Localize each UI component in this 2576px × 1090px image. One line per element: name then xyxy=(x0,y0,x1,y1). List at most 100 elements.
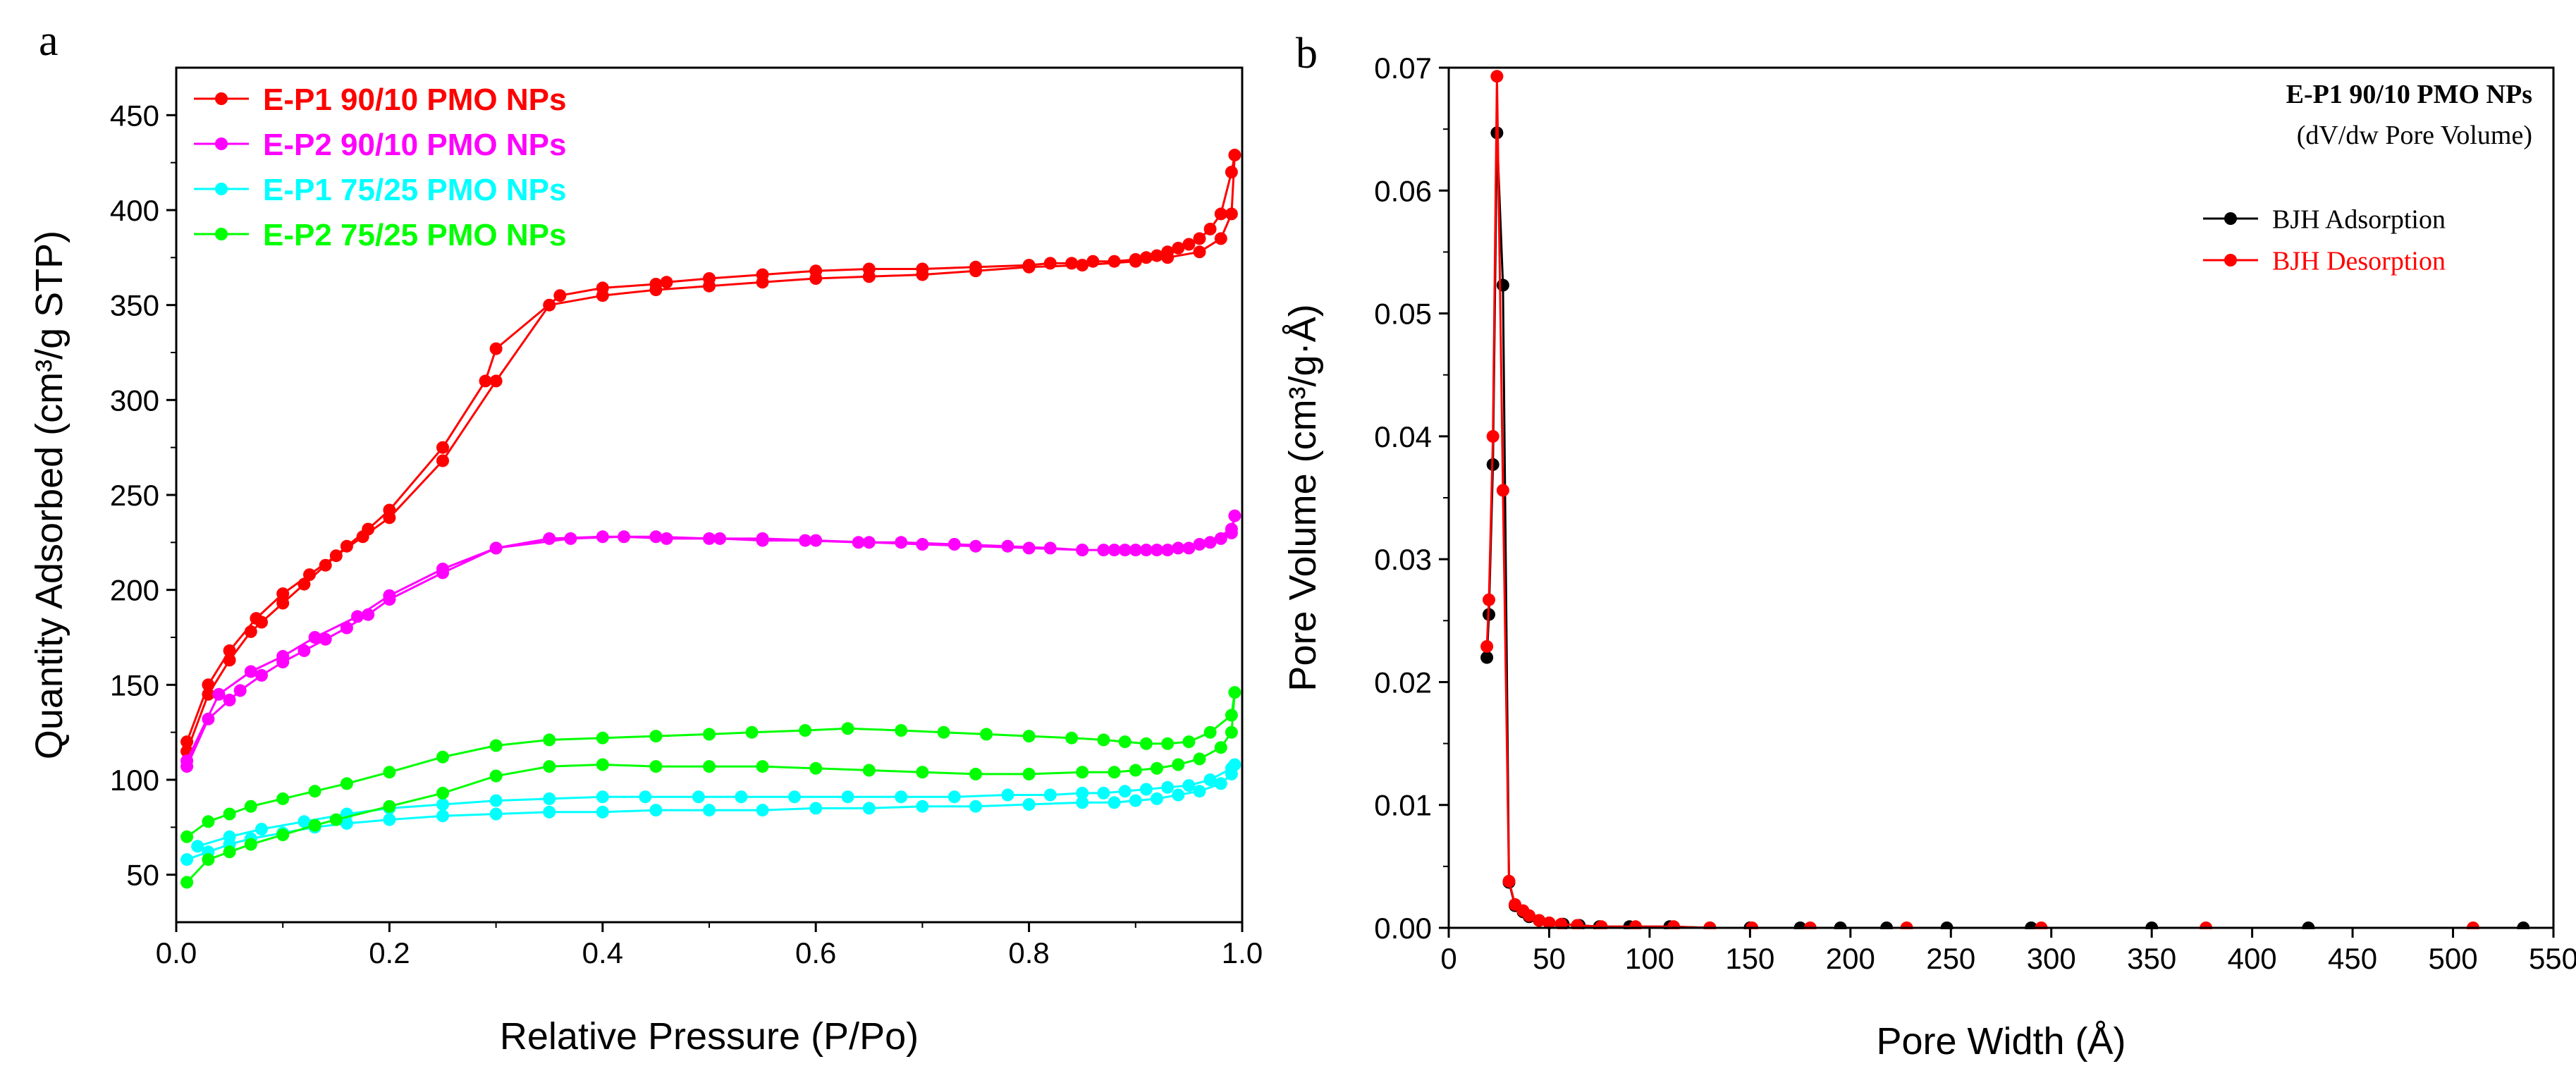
panel-a-data-point xyxy=(436,786,449,800)
legend-marker xyxy=(215,137,228,150)
panel-a-data-point xyxy=(1151,761,1163,775)
panel-a-data-point xyxy=(1151,792,1163,805)
panel-a-data-point xyxy=(276,828,290,842)
panel-a-data-point xyxy=(1076,786,1089,800)
panel-a-data-point xyxy=(947,538,961,551)
panel-a-data-point xyxy=(649,530,663,544)
panel-a-data-point xyxy=(649,804,663,817)
panel-b-data-point xyxy=(1486,429,1499,443)
panel-a-data-point xyxy=(543,298,556,312)
panel-b-x-tick-label: 150 xyxy=(1725,942,1774,975)
panel-a-data-point xyxy=(223,644,236,657)
panel-a-data-point xyxy=(1022,730,1036,743)
panel-a-data-point xyxy=(937,725,950,739)
panel-a-data-point xyxy=(1097,786,1110,800)
panel-a-data-point xyxy=(809,264,823,278)
panel-a-label: a xyxy=(39,17,59,65)
panel-a-data-point xyxy=(1228,686,1241,699)
panel-b-x-axis-label: Pore Width (Å) xyxy=(1876,1020,2126,1063)
panel-b-x-tick-label: 200 xyxy=(1826,942,1875,975)
panel-a-data-point xyxy=(564,532,577,545)
legend-label: E-P2 75/25 PMO NPs xyxy=(263,218,566,252)
panel-a-data-point xyxy=(1001,788,1014,802)
panel-a-y-tick-label: 450 xyxy=(110,99,159,132)
panel-a-data-point xyxy=(618,530,630,544)
panel-a-data-point xyxy=(1225,761,1238,775)
panel-a-data-point xyxy=(596,758,609,771)
panel-a-series-3 xyxy=(180,686,1241,889)
panel-a-data-point xyxy=(436,441,449,454)
panel-b-x-tick-label: 100 xyxy=(1625,942,1674,975)
panel-a-series-2 xyxy=(180,758,1241,867)
panel-b-x-tick-label: 50 xyxy=(1533,942,1566,975)
panel-a-data-point xyxy=(1151,249,1163,262)
panel-a-data-point xyxy=(489,374,503,388)
panel-a-data-point xyxy=(1086,255,1100,268)
panel-a-data-point xyxy=(703,532,716,545)
panel-a-data-point xyxy=(362,522,375,536)
panel-b-data-point xyxy=(1542,917,1556,929)
panel-a-data-point xyxy=(841,722,854,735)
panel-a-y-tick-label: 400 xyxy=(110,194,159,227)
panel-a-data-point xyxy=(1193,538,1206,551)
panel-a-data-point xyxy=(1129,253,1142,266)
panel-b-x-tick-label: 500 xyxy=(2429,942,2478,975)
panel-a-data-point xyxy=(223,693,236,706)
legend-label: BJH Desorption xyxy=(2272,247,2446,276)
panel-a-data-point xyxy=(298,815,311,828)
panel-a-data-point xyxy=(244,800,257,813)
panel-a-data-point xyxy=(202,678,215,692)
panel-b-data-point xyxy=(1571,919,1584,929)
panel-a-data-point xyxy=(308,785,321,798)
panel-a-data-point xyxy=(383,589,396,602)
panel-a-data-point xyxy=(244,625,257,638)
panel-a-data-point xyxy=(756,268,769,281)
panel-a-data-point xyxy=(1225,207,1238,221)
panel-a-data-point xyxy=(895,790,908,804)
panel-a-y-tick-label: 150 xyxy=(110,668,159,702)
panel-a-data-point xyxy=(1182,735,1196,749)
panel-b-data-point xyxy=(1502,874,1516,888)
panel-a-data-point xyxy=(1193,785,1206,798)
panel-a-data-point xyxy=(1182,238,1196,251)
panel-a-data-point xyxy=(308,819,321,832)
panel-a-data-point xyxy=(1214,232,1227,245)
panel-a-data-point xyxy=(276,649,290,663)
panel-a-data-point xyxy=(276,596,290,610)
panel-a-data-point xyxy=(1225,709,1238,722)
panel-a-data-point xyxy=(713,532,727,545)
panel-b-data-point xyxy=(1480,639,1494,653)
panel-a-data-point xyxy=(276,587,290,601)
panel-a-data-point xyxy=(756,534,769,547)
panel-a-data-point xyxy=(841,790,854,804)
panel-a-data-point xyxy=(703,272,716,285)
panel-a-data-point xyxy=(1193,752,1206,766)
panel-a-data-point xyxy=(383,503,396,517)
panel-a-data-point xyxy=(1182,541,1196,555)
panel-a-data-point xyxy=(1228,148,1241,161)
panel-a-data-point xyxy=(735,790,748,804)
panel-b-x-tick-label: 300 xyxy=(2027,942,2076,975)
panel-a-data-point xyxy=(852,536,865,549)
panel-a-data-point xyxy=(303,568,316,582)
legend-marker xyxy=(215,92,228,105)
panel-a-data-point xyxy=(1225,166,1238,179)
panel-a-data-point xyxy=(1001,539,1014,553)
panel-a-data-point xyxy=(916,800,929,813)
panel-a-data-point xyxy=(1076,544,1089,557)
panel-a-data-point xyxy=(383,766,396,779)
panel-a-data-point xyxy=(596,530,609,544)
panel-a-data-point xyxy=(1228,509,1241,522)
panel-a-x-tick-label: 0.0 xyxy=(156,936,197,969)
panel-a-data-point xyxy=(788,790,801,804)
panel-a-series-0 xyxy=(180,148,1241,758)
panel-a-data-point xyxy=(383,800,396,813)
panel-a-data-point xyxy=(255,823,268,835)
panel-a-data-point xyxy=(1108,766,1121,779)
panel-a-data-point xyxy=(308,631,321,644)
panel-a-data-point xyxy=(1161,780,1174,794)
panel-a-data-point xyxy=(809,761,823,775)
panel-a-data-point xyxy=(1139,737,1153,750)
legend-marker xyxy=(2224,212,2237,225)
